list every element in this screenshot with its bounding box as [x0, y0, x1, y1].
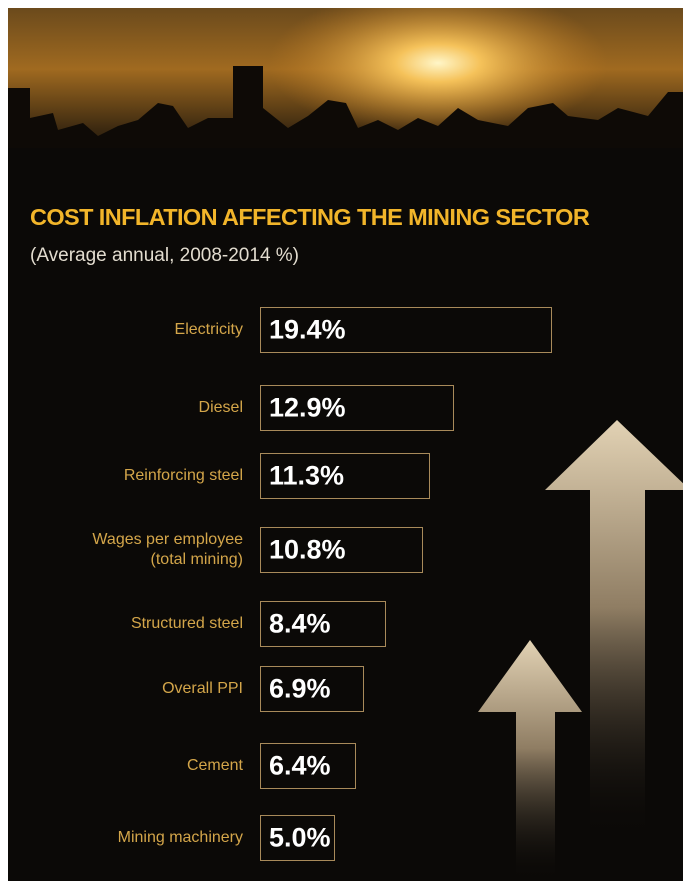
- page: COST INFLATION AFFECTING THE MINING SECT…: [0, 0, 691, 889]
- value-label: 19.4%: [269, 315, 346, 346]
- bar: 6.9%: [260, 666, 364, 712]
- category-label: Overall PPI: [13, 679, 243, 699]
- bar: 5.0%: [260, 815, 335, 861]
- value-label: 12.9%: [269, 393, 346, 424]
- value-label: 5.0%: [269, 823, 331, 854]
- category-label: Structured steel: [13, 614, 243, 634]
- infographic: COST INFLATION AFFECTING THE MINING SECT…: [8, 8, 683, 881]
- value-label: 6.9%: [269, 674, 331, 705]
- value-label: 8.4%: [269, 609, 331, 640]
- value-label: 11.3%: [269, 461, 344, 492]
- category-label: Wages per employee (total mining): [13, 530, 243, 570]
- category-label: Electricity: [13, 320, 243, 340]
- bar: 8.4%: [260, 601, 386, 647]
- bar: 19.4%: [260, 307, 552, 353]
- chart-subtitle: (Average annual, 2008-2014 %): [30, 245, 299, 267]
- category-label: Reinforcing steel: [13, 466, 243, 486]
- category-label: Cement: [13, 756, 243, 776]
- chart-title: COST INFLATION AFFECTING THE MINING SECT…: [30, 204, 589, 231]
- value-label: 6.4%: [269, 751, 331, 782]
- bar: 12.9%: [260, 385, 454, 431]
- bar: 11.3%: [260, 453, 430, 499]
- category-label: Mining machinery: [13, 828, 243, 848]
- category-label: Diesel: [13, 398, 243, 418]
- bar: 10.8%: [260, 527, 423, 573]
- bar: 6.4%: [260, 743, 356, 789]
- value-label: 10.8%: [269, 535, 346, 566]
